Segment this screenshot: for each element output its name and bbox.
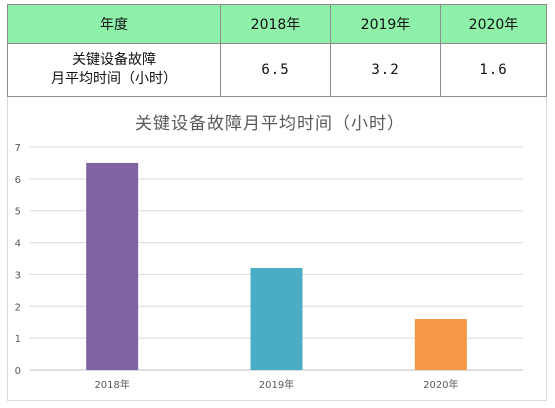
row-label-cell: 关键设备故障 月平均时间（小时）	[7, 43, 221, 97]
bar-2	[250, 268, 303, 370]
x-axis-labels: 2018年 2019年 2020年	[94, 378, 458, 391]
x-tick-label: 2018年	[94, 378, 129, 391]
table-header-row: 年度 2018年 2019年 2020年	[7, 4, 547, 44]
y-tick-label: 5	[15, 207, 21, 218]
y-tick-label: 2	[15, 302, 21, 313]
y-tick-label: 3	[15, 270, 21, 281]
chart-frame	[7, 97, 547, 401]
row-label-line2: 月平均时间（小时）	[51, 71, 177, 87]
value-cell-2018: 6.5	[220, 43, 331, 97]
y-tick-label: 1	[15, 334, 21, 345]
bars	[86, 162, 467, 370]
y-tick-label: 0	[15, 366, 21, 377]
value-cell-2020: 1.6	[440, 43, 547, 97]
data-table: 年度 2018年 2019年 2020年 关键设备故障 月平均时间（小时） 6.…	[7, 4, 547, 97]
y-tick-label: 7	[15, 143, 21, 154]
bar-3	[414, 319, 467, 370]
x-tick-label: 2019年	[259, 378, 294, 391]
header-cell-2020: 2020年	[440, 4, 547, 44]
value-cell-2019: 3.2	[330, 43, 441, 97]
bar-1	[86, 162, 139, 370]
y-tick-label: 6	[15, 175, 21, 186]
header-cell-year: 年度	[7, 4, 221, 44]
row-label-line1: 关键设备故障	[72, 52, 156, 68]
table-row: 关键设备故障 月平均时间（小时） 6.5 3.2 1.6	[7, 43, 547, 97]
y-tick-label: 4	[15, 239, 21, 250]
x-tick-label: 2020年	[423, 378, 458, 391]
y-axis-labels: 0 1 2 3 4 5 6 7	[15, 143, 21, 377]
chart-title: 关键设备故障月平均时间（小时）	[135, 114, 405, 134]
